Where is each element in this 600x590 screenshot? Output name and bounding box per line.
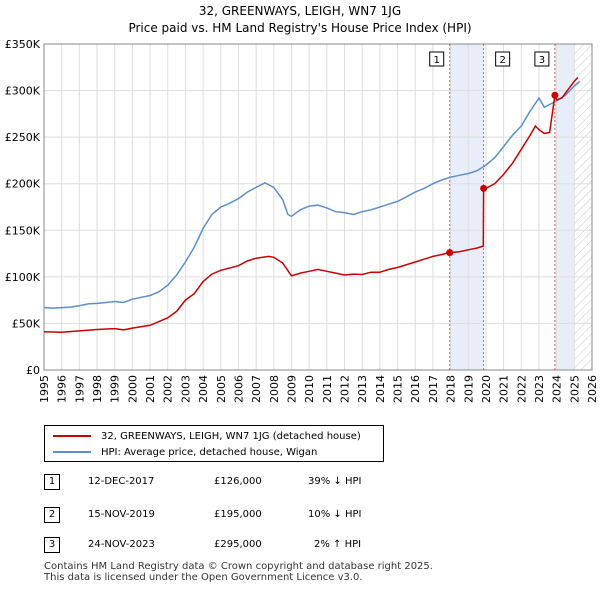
x-tick-label: 1995 [38, 375, 51, 403]
y-tick-label: £0 [26, 364, 40, 377]
sale-label-box [534, 51, 550, 67]
legend-entry-property: 32, GREENWAYS, LEIGH, WN7 1JG (detached … [53, 429, 361, 443]
footer-licence: This data is licensed under the Open Gov… [44, 572, 363, 583]
x-tick-label: 2014 [374, 375, 387, 403]
sale-hpi-diff: 2% ↑ HPI [314, 539, 362, 550]
plot-frame [43, 43, 593, 371]
y-tick-label: £50K [12, 317, 41, 330]
sale-price: £195,000 [214, 509, 262, 520]
x-tick-label: 2009 [285, 375, 298, 403]
table-row: 1 12-DEC-2017 £126,000 39% ↓ HPI [44, 474, 444, 492]
x-tick-label: 2012 [339, 375, 352, 403]
sale-price: £126,000 [214, 476, 262, 487]
chart-title: 32, GREENWAYS, LEIGH, WN7 1JG [198, 4, 402, 18]
y-tick-label: £100K [5, 271, 41, 284]
table-row: 3 24-NOV-2023 £295,000 2% ↑ HPI [44, 537, 444, 555]
price-chart: £0 £50K £100K £150K £200K £250K £300K £350K 1995… [5, 38, 599, 403]
sale-label-text: 1 [434, 55, 440, 66]
legend-swatch-hpi [53, 451, 91, 453]
y-tick-label: £200K [5, 178, 41, 191]
x-tick-label: 2016 [409, 375, 422, 403]
footer-copyright: Contains HM Land Registry data © Crown c… [44, 561, 433, 572]
sale-label-text: 2 [499, 55, 505, 66]
x-tick-label: 2013 [356, 375, 369, 403]
x-tick-label: 2017 [427, 375, 440, 403]
x-tick-label: 2005 [215, 375, 228, 403]
sale-point [446, 249, 454, 257]
x-tick-label: 2008 [268, 375, 281, 403]
series-line-property [43, 76, 579, 334]
chart-subtitle: Price paid vs. HM Land Registry's House … [128, 21, 472, 35]
legend-label-hpi: HPI: Average price, detached house, Wiga… [101, 446, 318, 458]
x-tick-label: 2001 [144, 375, 157, 403]
x-tick-label: 2021 [498, 375, 511, 403]
x-tick-label: 2015 [392, 375, 405, 403]
x-tick-label: 2006 [232, 375, 245, 403]
x-tick-label: 1997 [73, 375, 86, 403]
sale-label-box [429, 51, 445, 67]
y-tick-label: £300K [5, 85, 41, 98]
x-tick-label: 2000 [126, 375, 139, 403]
x-tick-label: 2002 [162, 375, 175, 403]
x-tick-label: 2003 [179, 375, 192, 403]
x-tick-label: 2004 [197, 375, 210, 403]
sale-date: 24-NOV-2023 [88, 539, 155, 550]
x-tick-label: 2007 [250, 375, 263, 403]
x-tick-label: 2022 [515, 375, 528, 403]
sale-hpi-diff: 39% ↓ HPI [308, 476, 362, 487]
sale-date: 12-DEC-2017 [88, 476, 155, 487]
legend-swatch-property [53, 435, 91, 437]
sale-marker-label: 1 [44, 474, 60, 490]
x-tick-label: 1996 [56, 375, 69, 403]
sale-label-box [495, 51, 511, 67]
sale-point [480, 184, 488, 192]
x-tick-label: 2020 [480, 375, 493, 403]
x-tick-label: 2026 [586, 375, 599, 403]
x-tick-label: 2025 [568, 375, 581, 403]
x-tick-label: 2019 [462, 375, 475, 403]
y-tick-label: £150K [5, 224, 41, 237]
x-tick-label: 2023 [533, 375, 546, 403]
sale-label-text: 3 [539, 55, 545, 66]
sale-hpi-diff: 10% ↓ HPI [308, 509, 362, 520]
footer: Contains HM Land Registry data © Crown c… [44, 561, 433, 583]
sale-marker-label: 3 [44, 537, 60, 553]
chart-legend: 32, GREENWAYS, LEIGH, WN7 1JG (detached … [44, 425, 384, 462]
highlight-band [554, 44, 575, 370]
x-tick-label: 1999 [109, 375, 122, 403]
plot-area [44, 44, 592, 370]
x-tick-label: 2011 [321, 375, 334, 403]
x-tick-label: 1998 [91, 375, 104, 403]
forecast-hatch [574, 44, 592, 370]
y-tick-label: £350K [5, 38, 41, 51]
sale-date: 15-NOV-2019 [88, 509, 155, 520]
x-tick-label: 2024 [551, 375, 564, 403]
sale-point [551, 91, 559, 99]
legend-entry-hpi: HPI: Average price, detached house, Wiga… [53, 445, 317, 459]
series-line-hpi [43, 80, 581, 309]
highlight-band [449, 44, 484, 370]
sale-price: £295,000 [214, 539, 262, 550]
y-tick-label: £250K [5, 131, 41, 144]
x-tick-label: 2018 [445, 375, 458, 403]
legend-label-property: 32, GREENWAYS, LEIGH, WN7 1JG (detached … [101, 430, 361, 442]
x-tick-label: 2010 [303, 375, 316, 403]
sale-marker-label: 2 [44, 507, 60, 523]
table-row: 2 15-NOV-2019 £195,000 10% ↓ HPI [44, 507, 444, 525]
